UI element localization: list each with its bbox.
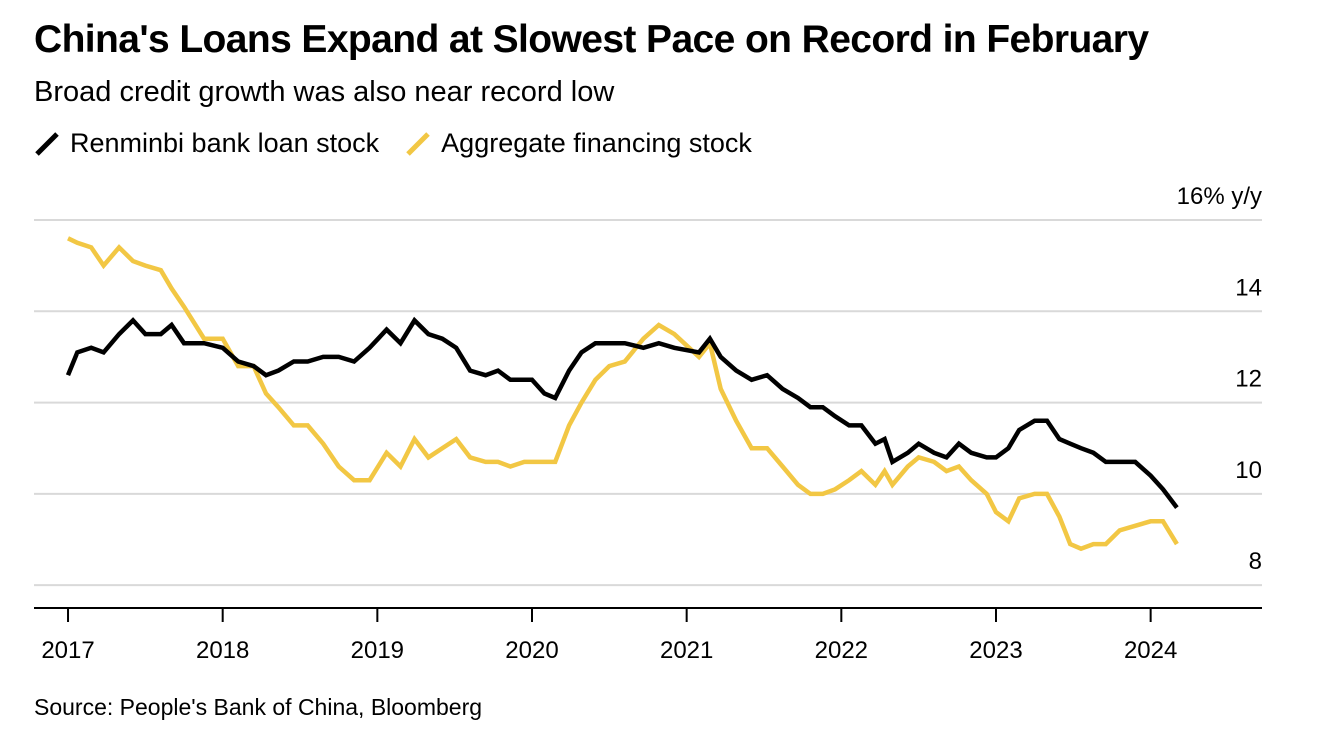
x-axis-labels: 2017 2018 2019 2020 2021 2022 2023 2024	[41, 608, 1177, 664]
series-line-loans	[65, 316, 1179, 509]
y-tick-label-12: 12	[1235, 366, 1262, 393]
legend-label-loans: Renminbi bank loan stock	[70, 128, 380, 158]
source-note: Source: People's Bank of China, Bloomber…	[34, 694, 483, 720]
x-tick-label-2024: 2024	[1124, 637, 1177, 664]
legend-swatch-loans-icon	[35, 131, 59, 156]
series-line-financing	[67, 236, 1179, 552]
x-tick-label-2018: 2018	[196, 637, 249, 664]
y-tick-label-10: 10	[1235, 457, 1262, 484]
legend-item-financing: Aggregate financing stock	[405, 128, 752, 159]
y-tick-label-16: 16% y/y	[1177, 183, 1262, 210]
y-axis-labels: 16% y/y 14 12 10 8	[1177, 183, 1262, 575]
series-lines	[65, 236, 1179, 552]
y-tick-label-8: 8	[1249, 548, 1262, 575]
x-tick-label-2017: 2017	[41, 637, 94, 664]
legend-swatch-financing-icon	[406, 131, 430, 156]
y-tick-label-14: 14	[1235, 274, 1262, 301]
legend-item-loans: Renminbi bank loan stock	[34, 128, 379, 159]
chart-title: China's Loans Expand at Slowest Pace on …	[34, 18, 1149, 61]
legend-label-financing: Aggregate financing stock	[441, 128, 752, 158]
gridlines	[34, 219, 1262, 587]
x-tick-label-2022: 2022	[815, 637, 868, 664]
chart-subtitle: Broad credit growth was also near record…	[34, 76, 615, 108]
chart-legend: Renminbi bank loan stock Aggregate finan…	[34, 128, 778, 159]
x-tick-label-2019: 2019	[351, 637, 404, 664]
x-tick-label-2023: 2023	[969, 637, 1022, 664]
x-tick-label-2021: 2021	[660, 637, 713, 664]
x-tick-label-2020: 2020	[505, 637, 558, 664]
